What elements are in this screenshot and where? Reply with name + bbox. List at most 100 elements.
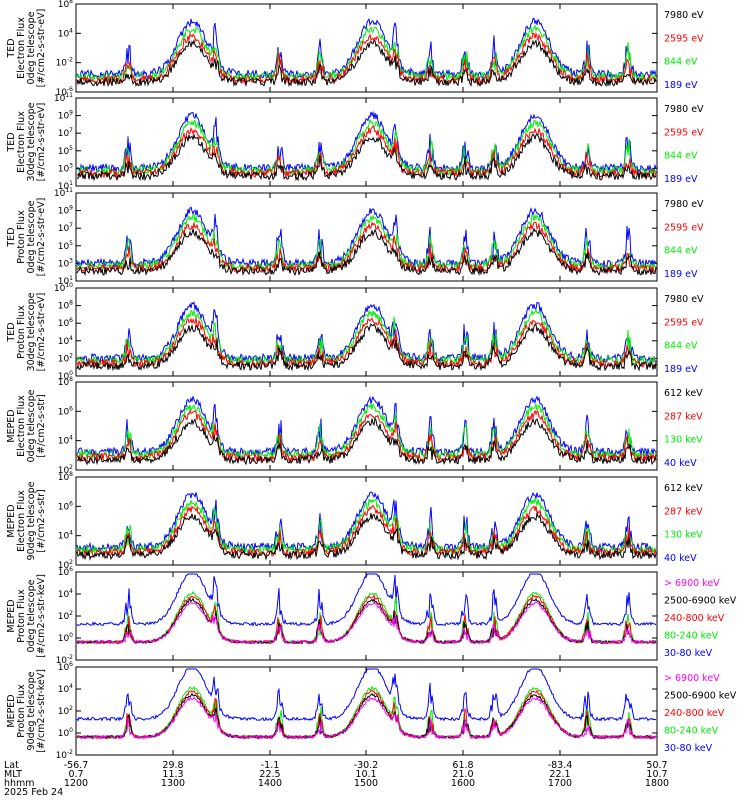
y-axis-title-line: 0deg telescope xyxy=(26,200,37,273)
y-tick-label: 103 xyxy=(58,257,73,269)
y-tick-label: 104 xyxy=(58,335,73,347)
legend-entry: 189 eV xyxy=(664,269,698,280)
y-axis-title-line: 90deg telescope xyxy=(26,671,37,750)
legend-entry: 2500-6900 keV xyxy=(664,596,737,607)
x-tick-label: 1300 xyxy=(161,778,185,789)
y-axis-title-line: [#/cm2-s-str-keV] xyxy=(36,669,47,753)
x-tick-label: 50.7 xyxy=(646,760,667,771)
y-axis-title-line: 30deg telescope xyxy=(26,292,37,371)
series-line-black xyxy=(76,38,657,88)
legend-entry: 240-800 keV xyxy=(664,708,725,719)
series-line-black xyxy=(76,322,657,372)
y-tick-label: 1010 xyxy=(54,282,73,294)
legend-entry: 189 eV xyxy=(664,174,698,185)
series-line-black xyxy=(76,417,657,466)
y-axis-title-line: TED xyxy=(6,38,17,58)
y-tick-label: 109 xyxy=(58,205,73,217)
legend-entry: 7980 eV xyxy=(664,104,704,115)
legend-entry: 7980 eV xyxy=(664,10,704,21)
x-tick-label: -83.4 xyxy=(548,760,573,771)
y-axis-title: MEPED Electron Flux 90deg telescope [#/cm2-… xyxy=(6,481,47,560)
legend-entry: 844 eV xyxy=(664,151,698,162)
y-axis-title-line: Electron Flux xyxy=(16,395,27,457)
series-line-black xyxy=(76,512,657,561)
legend-entry: 2595 eV xyxy=(664,317,704,328)
series-line-red xyxy=(76,409,657,464)
y-axis-title-line: MEPED xyxy=(6,409,17,442)
x-tick-label: 11.3 xyxy=(162,769,183,780)
y-axis-title-line: Proton Flux xyxy=(16,305,27,359)
x-tick-label: 1400 xyxy=(258,778,282,789)
x-row-label: MLT xyxy=(4,769,22,780)
legend-entry: 844 eV xyxy=(664,246,698,257)
x-tick-label: 1800 xyxy=(645,778,669,789)
y-axis-title-line: Electron Flux xyxy=(16,111,27,173)
y-axis-title: MEPED Proton Flux 90deg telescope [#/cm2-s-… xyxy=(6,669,47,753)
y-tick-label: 109 xyxy=(58,110,73,122)
y-tick-label: 108 xyxy=(58,300,73,312)
y-axis-title-line: [#/cm2-s-str] xyxy=(36,394,47,457)
series-line-green xyxy=(76,402,657,461)
y-tick-label: 107 xyxy=(58,127,73,139)
y-axis-title-line: TED xyxy=(6,322,17,342)
y-axis-title-line: MEPED xyxy=(6,599,17,632)
series-line-green xyxy=(76,118,657,177)
y-axis-title-line: [#/cm2-s-str-eV] xyxy=(36,103,47,182)
y-axis-title-line: [#/cm2-s-str-keV] xyxy=(36,574,47,658)
series-line-blue xyxy=(76,668,657,722)
series-line-red xyxy=(76,31,657,86)
y-tick-label: 102 xyxy=(58,610,73,622)
series-line-blue xyxy=(76,395,657,457)
series-line-black xyxy=(76,227,657,277)
y-tick-label: 108 xyxy=(58,471,73,483)
legend-entry: 2595 eV xyxy=(664,222,704,233)
y-tick-label: 106 xyxy=(58,317,73,329)
series-line-red xyxy=(76,125,657,180)
y-axis-title-line: 0deg telescope xyxy=(26,389,37,462)
legend-entry: 287 keV xyxy=(664,411,703,422)
x-tick-label: 1500 xyxy=(354,778,378,789)
legend-entry: 287 keV xyxy=(664,506,703,517)
y-tick-label: 105 xyxy=(58,145,73,157)
legend-entry: 40 keV xyxy=(664,458,697,469)
y-axis-title-line: MEPED xyxy=(6,504,17,537)
y-tick-label: 106 xyxy=(58,661,73,673)
y-tick-label: 108 xyxy=(58,376,73,388)
x-tick-label: -1.1 xyxy=(261,760,280,771)
legend-entry: 612 keV xyxy=(664,483,703,494)
legend-entry: 2500-6900 keV xyxy=(664,691,737,702)
legend-entry: 612 keV xyxy=(664,388,703,399)
y-tick-label: 106 xyxy=(58,566,73,578)
legend-entry: > 6900 keV xyxy=(664,673,720,684)
x-tick-label: -56.7 xyxy=(64,760,89,771)
x-tick-label: 1700 xyxy=(548,778,572,789)
y-axis-title-line: Electron Flux xyxy=(16,17,27,79)
y-axis-title-line: [#/cm2-s-str-eV] xyxy=(36,9,47,88)
y-tick-label: 100 xyxy=(58,632,73,644)
y-tick-label: 104 xyxy=(58,683,73,695)
y-axis-title: TED Electron Flux 30deg telescope [#/cm2-s-… xyxy=(6,102,47,181)
y-axis-title-line: 90deg telescope xyxy=(26,481,37,560)
y-axis-title-line: 30deg telescope xyxy=(26,102,37,181)
y-axis-title-line: Proton Flux xyxy=(16,589,27,643)
y-axis-title-line: 0deg telescope xyxy=(26,579,37,652)
y-tick-label: 104 xyxy=(58,588,73,600)
x-tick-label: 22.1 xyxy=(549,769,570,780)
legend-entry: 40 keV xyxy=(664,553,697,564)
y-tick-label: 1011 xyxy=(54,187,73,199)
y-axis-title-line: TED xyxy=(6,132,17,152)
date-label: 2025 Feb 24 xyxy=(4,787,63,798)
y-axis-title-line: [#/cm2-s-str-eV] xyxy=(36,198,47,277)
y-tick-label: 104 xyxy=(58,27,73,39)
legend-entry: 2595 eV xyxy=(664,127,704,138)
legend-entry: 7980 eV xyxy=(664,199,704,210)
y-tick-label: 102 xyxy=(58,352,73,364)
legend-entry: 844 eV xyxy=(664,57,698,68)
x-tick-label: 0.7 xyxy=(68,769,83,780)
